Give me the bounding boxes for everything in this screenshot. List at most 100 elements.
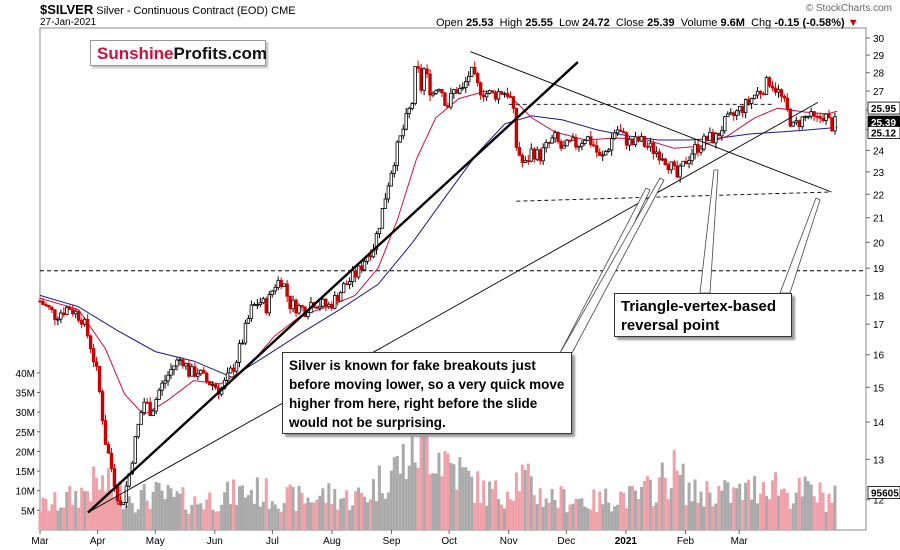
volume-bar (550, 489, 554, 530)
volume-bar (47, 510, 51, 530)
volume-bar (211, 509, 215, 530)
volume-bar (249, 489, 253, 530)
candle-body (779, 89, 784, 97)
volume-bar (607, 502, 611, 530)
candle-body (74, 310, 78, 315)
volume-bar (690, 501, 694, 530)
volume-bar (767, 499, 771, 530)
volume-bar (371, 479, 375, 530)
volume-bar (202, 509, 206, 530)
volume-bar (217, 511, 221, 530)
candle-body (675, 165, 679, 178)
volume-bar (59, 507, 63, 530)
candle-body (255, 304, 260, 306)
volume-bar (342, 497, 346, 530)
volume-bar (827, 493, 831, 530)
volume-bar (252, 503, 256, 530)
last-value-box (867, 486, 900, 499)
volume-bar (431, 473, 435, 530)
volume-bar (306, 497, 310, 530)
volume-bar (666, 499, 670, 530)
volume-bar (470, 476, 474, 530)
candle-body (59, 312, 63, 320)
price-tick-label: 16 (873, 351, 885, 362)
volume-bar (759, 493, 763, 530)
volume-bar (497, 498, 501, 530)
volume-bar (255, 477, 259, 530)
candle-body (231, 367, 236, 372)
volume-bar (392, 457, 396, 530)
volume-bar (151, 491, 155, 530)
candle-body (270, 290, 274, 296)
volume-bar (586, 508, 590, 530)
volume-bar (267, 508, 271, 530)
volume-bar (422, 419, 426, 530)
volume-bar (741, 500, 745, 530)
candle-body (344, 283, 349, 286)
candle-body (38, 300, 42, 303)
volume-bar (616, 504, 620, 530)
volume-bar (729, 502, 733, 530)
candle-body (565, 139, 569, 147)
x-tick-label: Dec (557, 536, 575, 547)
volume-bar (205, 499, 209, 530)
candle-body (517, 146, 522, 156)
volume-bar (815, 502, 819, 530)
volume-bar (264, 478, 268, 530)
candle-body (624, 132, 629, 146)
volume-tick-label: 15M (16, 467, 35, 478)
volume-bar (809, 484, 813, 530)
candle-body (350, 270, 355, 282)
candle-body (609, 138, 614, 151)
candle-body (735, 110, 739, 116)
volume-bar (237, 486, 241, 530)
volume-bar (500, 504, 504, 530)
candle-body (109, 452, 114, 469)
candle-body (184, 363, 188, 367)
volume-bar (339, 498, 343, 530)
volume-bar (214, 511, 218, 530)
volume-bar (776, 495, 780, 530)
volume-bar (419, 418, 423, 530)
copyright: © StockCharts.com (805, 3, 892, 14)
x-tick-label: May (146, 536, 165, 547)
candle-body (812, 111, 816, 117)
volume-bar (508, 499, 512, 530)
candle-body (297, 305, 301, 314)
volume-bar (514, 472, 518, 530)
candle-body (425, 68, 429, 75)
volume-bar (291, 486, 295, 530)
price-tick-label: 20 (873, 238, 885, 249)
candle-body (696, 144, 700, 153)
candle-body (240, 342, 245, 345)
candle-body (755, 90, 760, 96)
candle-body (761, 93, 766, 96)
candle-body (202, 369, 206, 374)
volume-bar (631, 485, 635, 530)
candle-body (800, 116, 804, 127)
trendlines (87, 51, 832, 514)
volume-bar (467, 470, 471, 530)
candle-body (478, 82, 483, 96)
volume-bar (824, 511, 828, 530)
candle-body (422, 68, 426, 91)
candle-body (318, 305, 322, 309)
candle-body (740, 106, 745, 114)
brand-logo: SunshineProfits.com (90, 40, 267, 66)
candle-body (160, 382, 164, 391)
candle-body (324, 298, 328, 307)
volume-bar (184, 509, 188, 530)
volume-bar (199, 503, 203, 530)
volume-bar (604, 488, 608, 530)
volume-bar (473, 502, 477, 530)
volume-bar (720, 490, 724, 530)
candle-body (383, 198, 388, 209)
candle-body (404, 113, 408, 130)
candle-body (163, 380, 167, 384)
volume-bar (56, 510, 60, 530)
price-tick-label: 27 (873, 87, 885, 98)
volume-bar (764, 496, 768, 530)
candle-body (699, 148, 703, 153)
volume-bar (187, 513, 191, 530)
volume-bar (705, 481, 709, 530)
